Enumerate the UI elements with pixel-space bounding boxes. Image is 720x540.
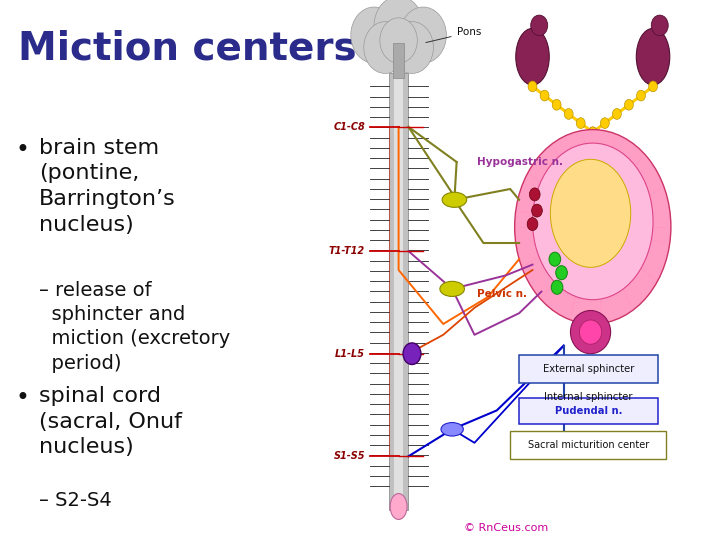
Bar [389, 73, 408, 510]
Circle shape [636, 90, 645, 101]
Circle shape [564, 109, 573, 119]
Circle shape [390, 22, 433, 73]
Text: Pons: Pons [426, 28, 481, 43]
Text: Pelvic n.: Pelvic n. [477, 289, 527, 299]
Ellipse shape [570, 310, 611, 354]
Text: Miction centers: Miction centers [18, 30, 357, 68]
Circle shape [552, 99, 561, 110]
Text: External sphincter: External sphincter [543, 364, 634, 374]
Circle shape [576, 118, 585, 129]
Text: Pudendal n.: Pudendal n. [554, 406, 622, 416]
Text: •: • [15, 386, 29, 410]
Text: Hypogastric n.: Hypogastric n. [477, 157, 563, 167]
Circle shape [549, 252, 561, 266]
Circle shape [400, 7, 446, 63]
Ellipse shape [580, 320, 602, 345]
Circle shape [649, 81, 657, 92]
Circle shape [380, 18, 418, 63]
Circle shape [528, 81, 537, 92]
Ellipse shape [516, 28, 549, 85]
Ellipse shape [652, 15, 668, 36]
Circle shape [364, 22, 407, 73]
Text: – release of
  sphincter and
  miction (excretory
  period): – release of sphincter and miction (excr… [40, 281, 230, 373]
Circle shape [540, 90, 549, 101]
Ellipse shape [515, 130, 671, 324]
Text: T1-T12: T1-T12 [329, 246, 365, 256]
Circle shape [556, 266, 567, 280]
Ellipse shape [442, 192, 467, 207]
Circle shape [531, 204, 542, 217]
Text: spinal cord
(sacral, Onuf
nucleus): spinal cord (sacral, Onuf nucleus) [40, 386, 182, 457]
Text: C1-C8: C1-C8 [333, 122, 365, 132]
Circle shape [600, 118, 609, 129]
Circle shape [552, 280, 563, 294]
Text: Sacral micturition center: Sacral micturition center [528, 440, 649, 450]
Circle shape [588, 127, 598, 138]
Ellipse shape [441, 422, 464, 436]
Bar [394, 73, 403, 510]
Ellipse shape [440, 281, 464, 296]
Text: brain stem
(pontine,
Barrington’s
nucleus): brain stem (pontine, Barrington’s nucleu… [40, 138, 176, 234]
FancyBboxPatch shape [510, 431, 667, 459]
Ellipse shape [550, 159, 631, 267]
Ellipse shape [636, 28, 670, 85]
Text: S1-S5: S1-S5 [333, 451, 365, 461]
Circle shape [588, 127, 598, 138]
Circle shape [529, 188, 540, 201]
Ellipse shape [531, 15, 548, 36]
Circle shape [351, 7, 397, 63]
FancyBboxPatch shape [519, 355, 657, 383]
Circle shape [624, 99, 634, 110]
Text: © RnCeus.com: © RnCeus.com [464, 523, 548, 533]
Text: – S2-S4: – S2-S4 [40, 491, 112, 510]
FancyBboxPatch shape [519, 398, 657, 424]
Ellipse shape [533, 143, 653, 300]
Text: Internal sphincter: Internal sphincter [544, 392, 633, 402]
Circle shape [527, 218, 538, 231]
Ellipse shape [390, 494, 407, 519]
Text: •: • [15, 138, 29, 161]
Bar [393, 43, 404, 78]
Circle shape [403, 343, 421, 364]
Circle shape [374, 0, 423, 56]
Text: L1-L5: L1-L5 [335, 349, 365, 359]
Circle shape [613, 109, 621, 119]
